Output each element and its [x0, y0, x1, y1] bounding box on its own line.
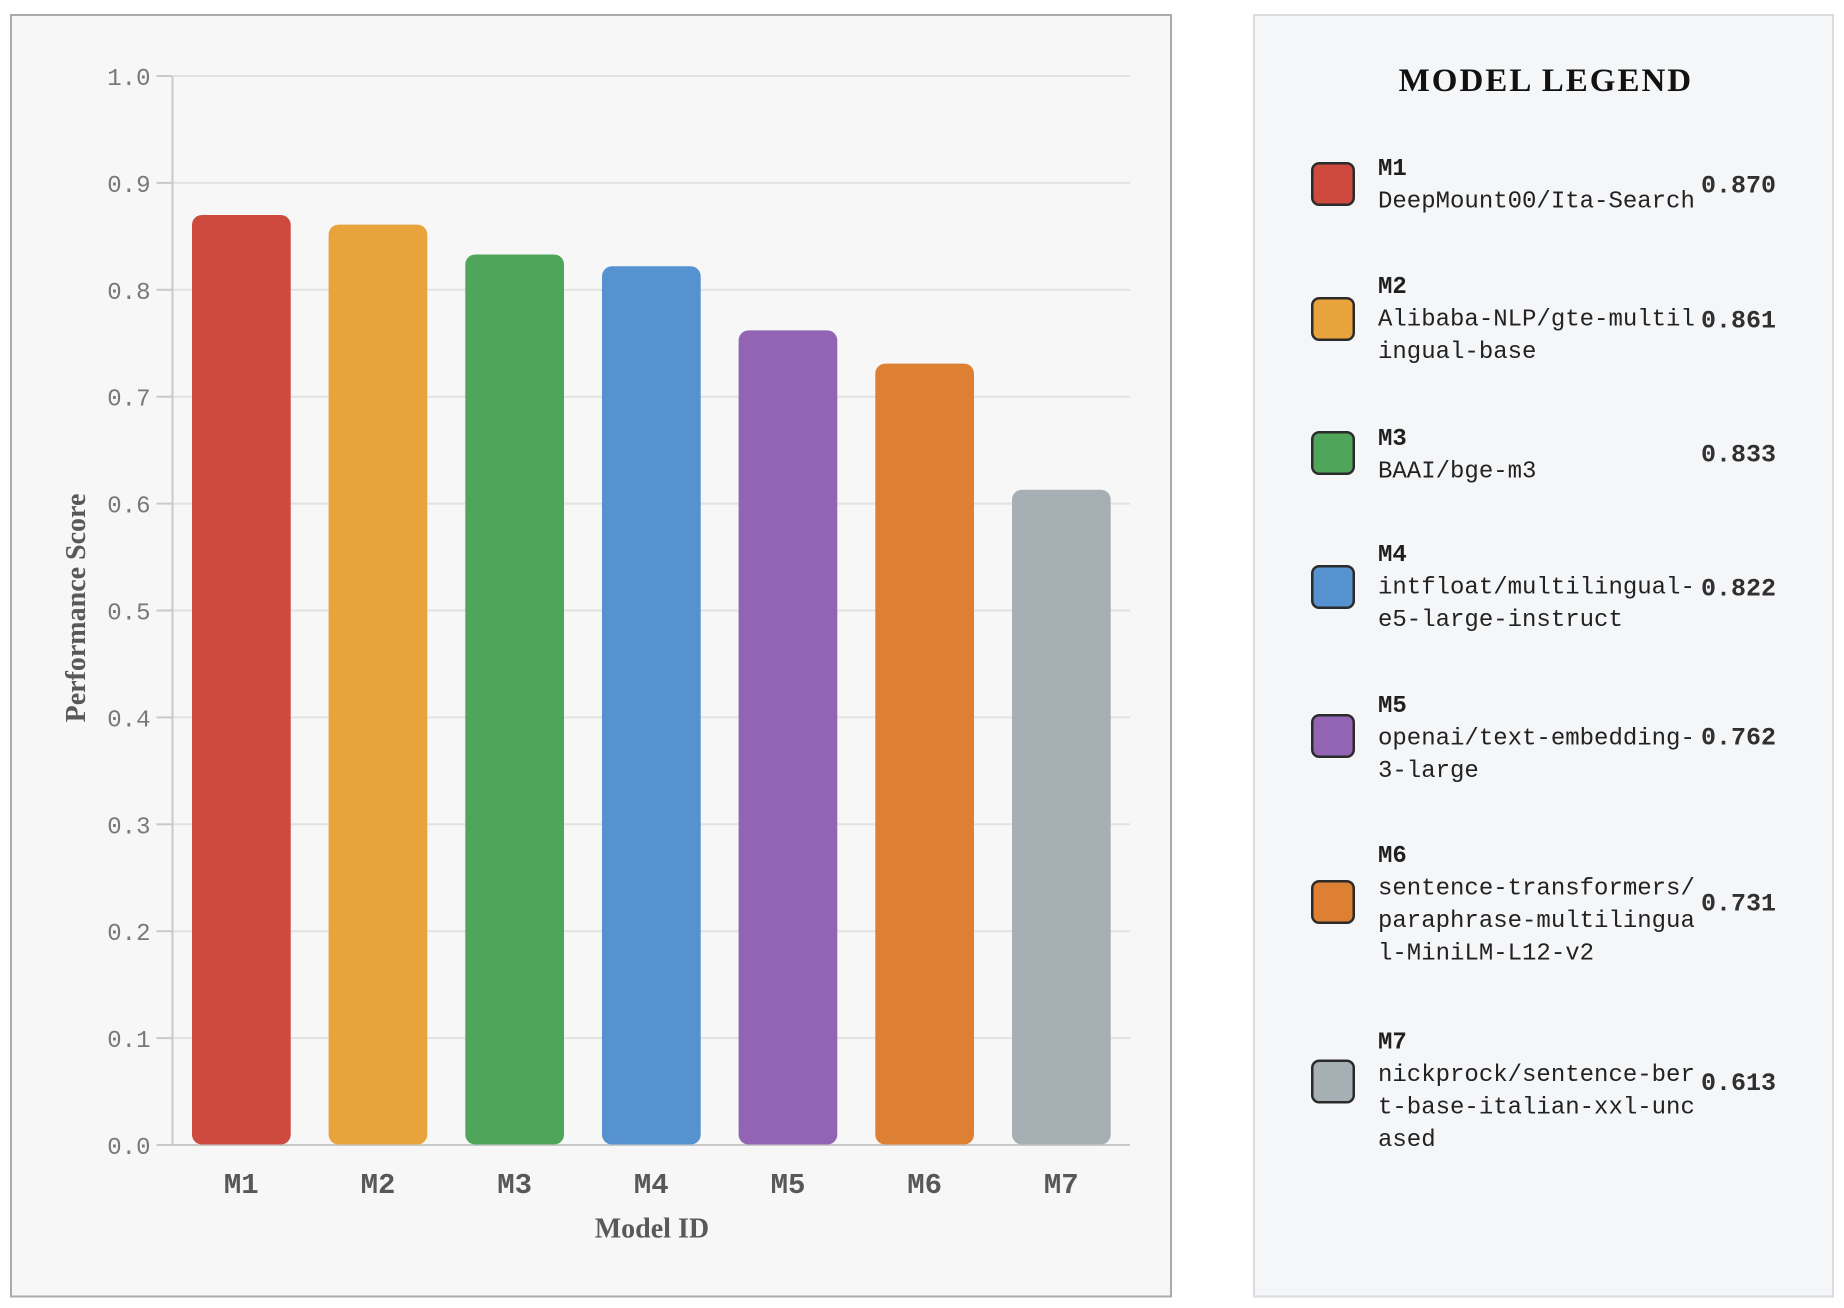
svg-text:M1: M1	[224, 1169, 259, 1202]
svg-text:0.762: 0.762	[1701, 724, 1776, 753]
svg-text:0.613: 0.613	[1701, 1069, 1776, 1098]
svg-text:MODEL LEGEND: MODEL LEGEND	[1399, 63, 1693, 99]
svg-text:0.5: 0.5	[107, 601, 150, 628]
svg-text:0.731: 0.731	[1701, 890, 1776, 919]
svg-text:0.2: 0.2	[107, 921, 150, 948]
svg-text:0.822: 0.822	[1701, 575, 1776, 604]
svg-text:0.6: 0.6	[107, 494, 150, 521]
svg-text:1.0: 1.0	[107, 66, 150, 93]
svg-text:M2: M2	[1378, 274, 1407, 301]
svg-text:0.4: 0.4	[107, 707, 150, 734]
svg-text:M6: M6	[907, 1169, 942, 1202]
svg-text:t-base-italian-xxl-unc: t-base-italian-xxl-unc	[1378, 1095, 1695, 1122]
svg-text:Performance Score: Performance Score	[61, 494, 92, 723]
svg-text:intfloat/multilingual-: intfloat/multilingual-	[1378, 575, 1695, 602]
svg-text:ased: ased	[1378, 1127, 1436, 1154]
svg-text:Model ID: Model ID	[595, 1213, 709, 1244]
svg-text:0.3: 0.3	[107, 814, 150, 841]
svg-text:paraphrase-multilingua: paraphrase-multilingua	[1378, 908, 1695, 935]
svg-text:0.9: 0.9	[107, 173, 150, 200]
svg-text:M4: M4	[1378, 542, 1407, 569]
svg-text:0.8: 0.8	[107, 280, 150, 307]
svg-text:ingual-base: ingual-base	[1378, 339, 1536, 366]
svg-text:openai/text-embedding-: openai/text-embedding-	[1378, 726, 1695, 753]
svg-text:M2: M2	[361, 1169, 396, 1202]
svg-text:M7: M7	[1044, 1169, 1079, 1202]
svg-text:0.7: 0.7	[107, 387, 150, 414]
svg-text:0.0: 0.0	[107, 1135, 150, 1162]
svg-text:M3: M3	[497, 1169, 532, 1202]
svg-text:M5: M5	[771, 1169, 806, 1202]
svg-text:Alibaba-NLP/gte-multil: Alibaba-NLP/gte-multil	[1378, 307, 1695, 334]
svg-text:0.870: 0.870	[1701, 172, 1776, 201]
svg-text:M7: M7	[1378, 1030, 1407, 1057]
svg-text:0.833: 0.833	[1701, 441, 1776, 470]
svg-text:sentence-transformers/: sentence-transformers/	[1378, 876, 1695, 903]
svg-text:M6: M6	[1378, 843, 1407, 870]
svg-text:M3: M3	[1378, 426, 1407, 453]
svg-text:DeepMount00/Ita-Search: DeepMount00/Ita-Search	[1378, 189, 1695, 216]
svg-text:e5-large-instruct: e5-large-instruct	[1378, 607, 1623, 634]
svg-text:l-MiniLM-L12-v2: l-MiniLM-L12-v2	[1378, 941, 1594, 968]
svg-text:0.861: 0.861	[1701, 307, 1776, 336]
svg-text:M1: M1	[1378, 156, 1407, 183]
svg-text:BAAI/bge-m3: BAAI/bge-m3	[1378, 459, 1536, 486]
svg-text:nickprock/sentence-ber: nickprock/sentence-ber	[1378, 1062, 1695, 1089]
svg-text:3-large: 3-large	[1378, 758, 1479, 785]
svg-text:0.1: 0.1	[107, 1028, 150, 1055]
svg-text:M4: M4	[634, 1169, 669, 1202]
svg-text:M5: M5	[1378, 693, 1407, 720]
